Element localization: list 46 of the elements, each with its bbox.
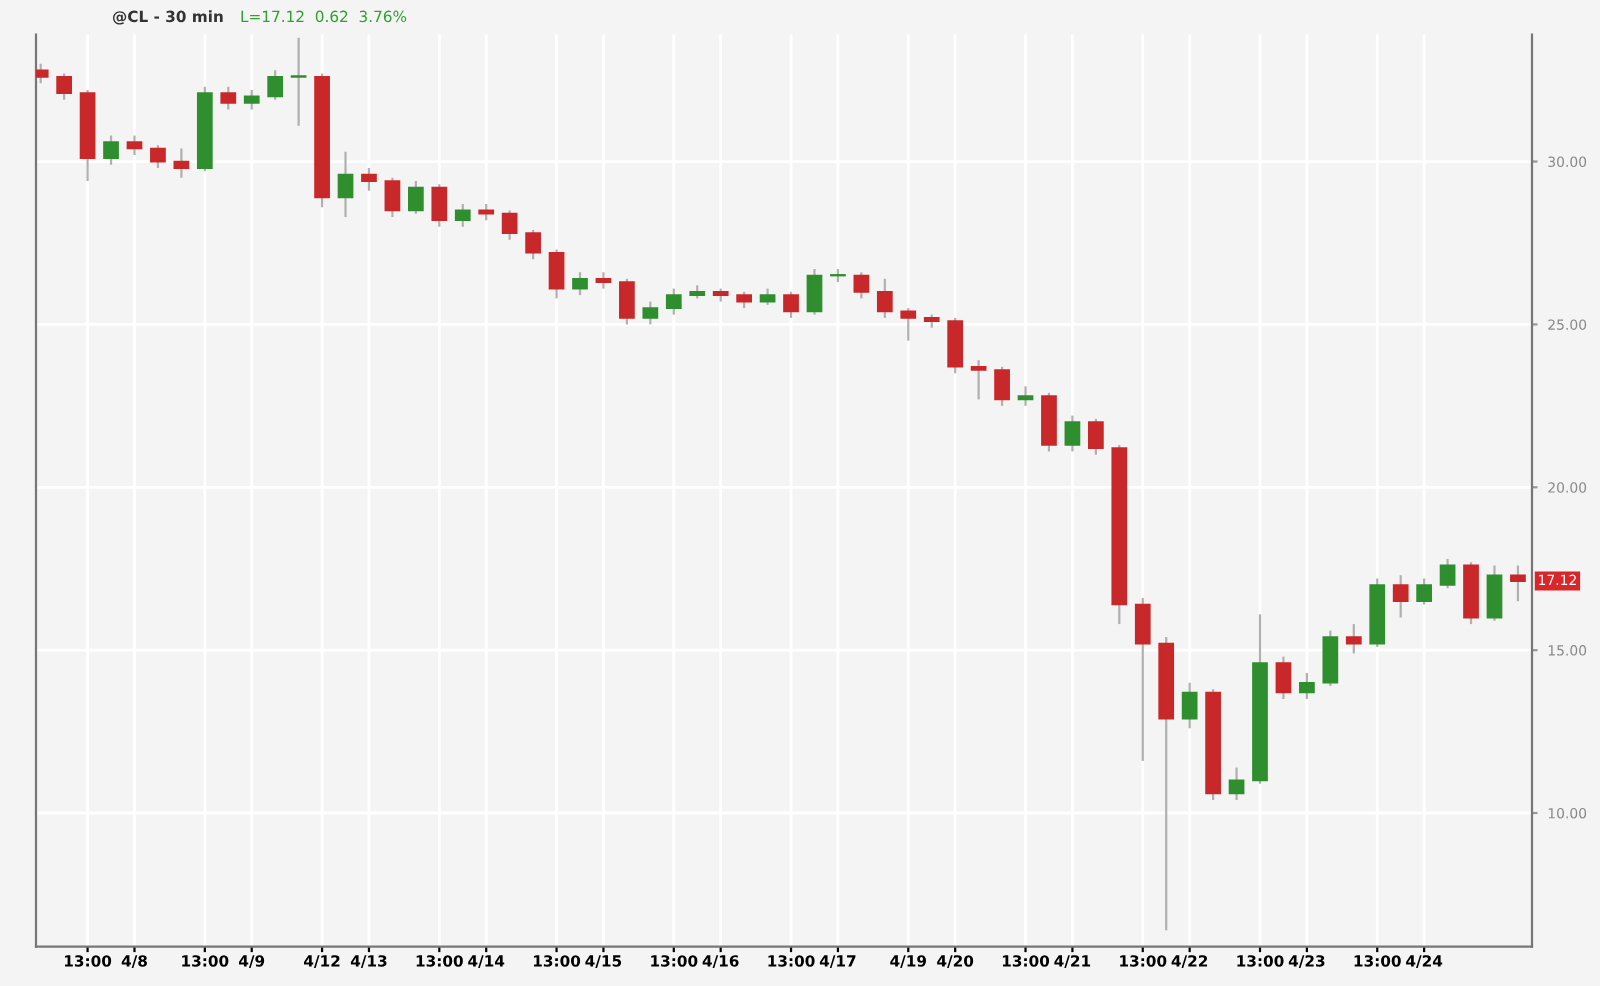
candlestick <box>1392 574 1409 619</box>
candlestick <box>970 359 987 401</box>
candlestick <box>126 134 143 157</box>
candlestick <box>290 36 307 127</box>
candlestick <box>173 147 190 179</box>
candlestick <box>642 300 659 326</box>
candlestick <box>876 277 893 320</box>
candlestick <box>56 72 73 101</box>
candlestick <box>267 69 284 101</box>
candlestick <box>431 183 448 228</box>
candlestick <box>337 150 354 219</box>
candlestick <box>407 179 424 215</box>
candlestick <box>595 271 612 290</box>
candlestick <box>1299 671 1315 701</box>
candlestick <box>665 287 682 316</box>
candlestick <box>853 271 870 300</box>
candlestick <box>1416 577 1433 606</box>
candlestick <box>1345 622 1362 655</box>
candlestick <box>1064 414 1081 453</box>
candlestick <box>1228 766 1245 802</box>
candlestick <box>806 267 823 316</box>
candlestick <box>384 176 401 219</box>
candlestick <box>619 277 635 326</box>
candlestick <box>548 248 565 300</box>
candlestick <box>1017 385 1034 407</box>
candlestick <box>361 166 377 192</box>
candlestick <box>1486 564 1503 622</box>
candlestick <box>947 316 964 375</box>
candlestick <box>501 209 518 241</box>
candlestick <box>525 228 541 261</box>
candlestick <box>243 88 260 111</box>
candlestick <box>1087 417 1104 456</box>
candlestick <box>1275 655 1292 701</box>
candlestick <box>1439 557 1456 590</box>
candlestick <box>1134 596 1151 762</box>
candlestick <box>220 85 237 111</box>
candlestick <box>994 365 1010 407</box>
candlestick <box>572 271 588 297</box>
candlestick <box>1322 629 1339 688</box>
candlestick <box>900 307 917 342</box>
candlestick <box>103 134 119 166</box>
candlestick <box>1181 681 1198 730</box>
candlestick <box>454 202 471 228</box>
candlestick <box>150 144 166 170</box>
candlestick <box>783 290 799 320</box>
candlestick <box>1510 564 1526 603</box>
